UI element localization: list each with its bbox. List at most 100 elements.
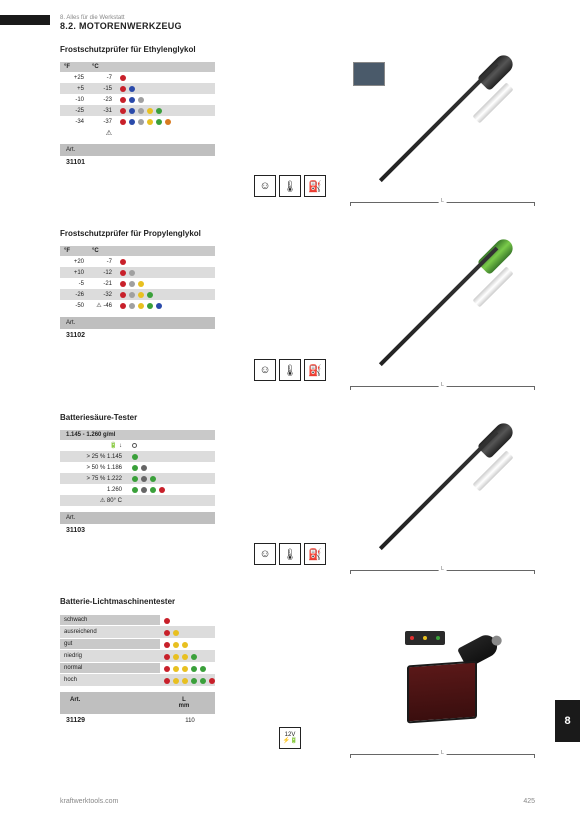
dot [164, 642, 170, 648]
table-row: schwach [60, 614, 215, 626]
dot [209, 678, 215, 684]
dot [120, 292, 126, 298]
temp-table: °F°C+25-7+5-15-10-23-25-31-34-37⚠ [60, 62, 215, 138]
tool-handle [477, 52, 517, 92]
spec-column: °F°C+25-7+5-15-10-23-25-31-34-37⚠ Art.311… [60, 62, 230, 207]
image-column: L [350, 62, 535, 207]
image-column: L [350, 614, 535, 759]
spec-icon: ⛽ [304, 175, 326, 197]
product-title: Frostschutzprüfer für Propylenglykol [60, 229, 535, 238]
tool-tube [473, 450, 514, 491]
dot [150, 476, 156, 482]
dot [132, 476, 138, 482]
dot [173, 630, 179, 636]
table-row: -10-23 [60, 94, 215, 105]
section-tab: 8 [555, 700, 580, 742]
dot [120, 303, 126, 309]
dot [191, 654, 197, 660]
dot [120, 270, 126, 276]
dot [120, 75, 126, 81]
dot [129, 108, 135, 114]
product-block: Frostschutzprüfer für Propylenglykol °F°C… [60, 229, 535, 391]
dot [200, 678, 206, 684]
article-number: 31101 [60, 156, 230, 169]
page-footer: kraftwerktools.com 425 [60, 798, 535, 805]
dot [173, 654, 179, 660]
dot [173, 678, 179, 684]
dot [129, 119, 135, 125]
dot [173, 642, 179, 648]
table-row: -5-21 [60, 278, 215, 289]
temp-table: °F°C+20-7+10-12-5-21-26-32-50⚠ -46 [60, 246, 215, 311]
dot [132, 454, 138, 460]
tool-handle [477, 420, 517, 460]
product-title: Batterie-Lichtmaschinentester [60, 597, 535, 606]
dot [165, 119, 171, 125]
image-column: L [350, 430, 535, 575]
dot [129, 281, 135, 287]
dot [147, 303, 153, 309]
table-row: niedrig [60, 650, 215, 662]
dot [182, 642, 188, 648]
dot [156, 119, 162, 125]
spec-icon: ⛽ [304, 359, 326, 381]
device-leds [405, 631, 445, 645]
table-row: 1.260 [60, 484, 215, 495]
table-row: normal [60, 662, 215, 674]
product-block: Frostschutzprüfer für Ethylenglykol°F°C+… [60, 45, 535, 207]
dot [159, 487, 165, 493]
table-row: +25-7 [60, 72, 215, 83]
dot [150, 487, 156, 493]
dot [120, 281, 126, 287]
article-header: Art. [60, 317, 215, 329]
spec-icon: 12V⚡🔋 [279, 727, 301, 749]
table-row: > 25 % 1.145 [60, 451, 215, 462]
dot [182, 678, 188, 684]
image-column: L [350, 246, 535, 391]
dot [120, 119, 126, 125]
dot [129, 303, 135, 309]
dot [164, 666, 170, 672]
spec-icon: ☺ [254, 359, 276, 381]
dot [138, 303, 144, 309]
dot [120, 108, 126, 114]
dot [132, 465, 138, 471]
dot [147, 119, 153, 125]
article-table: Art.L mm31129110 [60, 692, 215, 727]
product-block: Batterie-Lichtmaschinentester schwachausr… [60, 597, 535, 759]
dot [191, 678, 197, 684]
table-row: 🔋 ↓ [60, 440, 215, 451]
product-image: L [350, 62, 535, 207]
dot [141, 487, 147, 493]
table-row: +5-15 [60, 83, 215, 94]
table-row: +10-12 [60, 267, 215, 278]
dot [164, 630, 170, 636]
spec-icon: 🌡 [279, 543, 301, 565]
spec-column: °F°C+20-7+10-12-5-21-26-32-50⚠ -46Art.31… [60, 246, 230, 391]
dot [141, 465, 147, 471]
dot [138, 108, 144, 114]
table-row: -25-31 [60, 105, 215, 116]
tool-tube [473, 266, 514, 307]
table-row: +20-7 [60, 256, 215, 267]
icon-column: ☺🌡⛽ [240, 62, 340, 207]
inset-photo [353, 62, 385, 86]
table-row: ausreichend [60, 626, 215, 638]
page-header: 8. Alles für die Werkstatt 8.2. MOTORENW… [60, 15, 182, 31]
footer-page: 425 [523, 798, 535, 805]
spec-icon: ☺ [254, 543, 276, 565]
table-row: ⚠ 80° C [60, 495, 215, 506]
table-row: -50⚠ -46 [60, 300, 215, 311]
icon-column: 12V⚡🔋 [240, 614, 340, 759]
spec-icon: 🌡 [279, 175, 301, 197]
dot [120, 259, 126, 265]
product-title: Batteriesäure-Tester [60, 413, 535, 422]
battery-table: 1.145 - 1.260 g/ml🔋 ↓> 25 % 1.145> 50 % … [60, 430, 215, 506]
dot [182, 666, 188, 672]
table-row: hoch [60, 674, 215, 686]
tool-handle [477, 236, 517, 276]
article-header: Art. [60, 144, 215, 156]
content-area: Frostschutzprüfer für Ethylenglykol°F°C+… [60, 45, 535, 781]
spec-icon: ☺ [254, 175, 276, 197]
tool-tube [473, 82, 514, 123]
